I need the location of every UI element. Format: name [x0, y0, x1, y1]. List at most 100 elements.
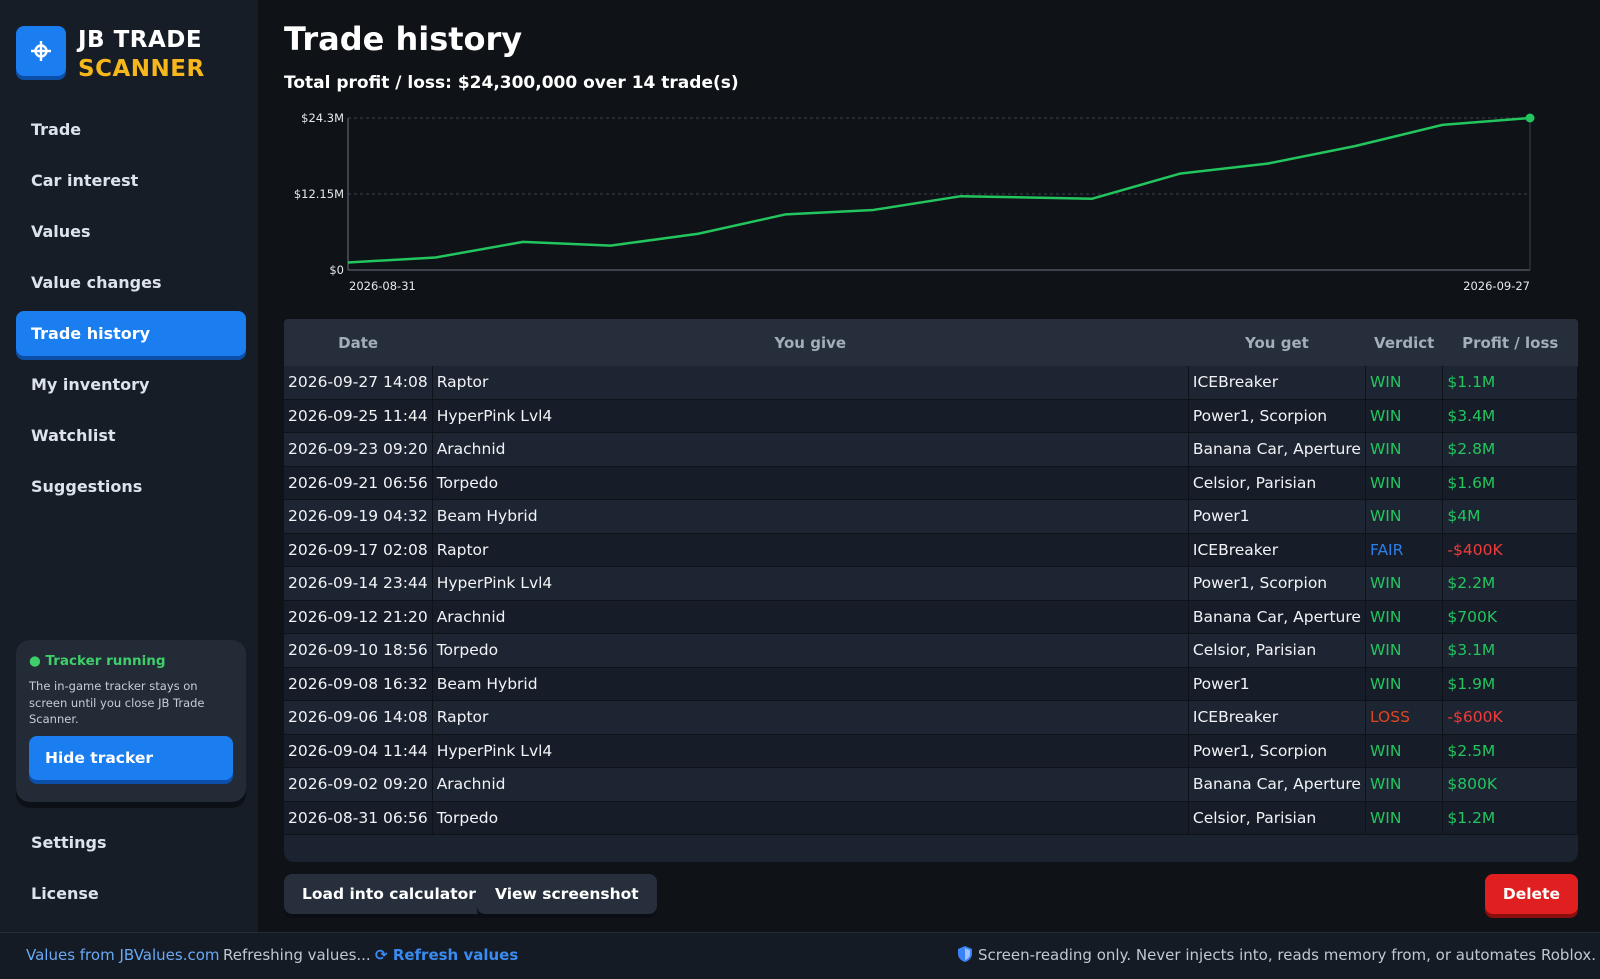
sidebar-item-value-changes[interactable]: Value changes — [16, 260, 246, 305]
column-header-you-give[interactable]: You give — [432, 319, 1188, 366]
y-tick-label: $24.3M — [301, 111, 344, 125]
sidebar-item-car-interest[interactable]: Car interest — [16, 158, 246, 203]
disclaimer: Screen-reading only. Never injects into,… — [958, 946, 1596, 964]
refresh-icon: ⟳ — [375, 946, 388, 964]
data-point — [1526, 114, 1535, 123]
cell-verdict: WIN — [1365, 567, 1442, 601]
cell-verdict: WIN — [1365, 433, 1442, 467]
sidebar-bottom-nav: Settings License — [16, 820, 246, 922]
cell-you-get: Celsior, Parisian — [1188, 801, 1365, 835]
cell-date: 2026-09-04 11:44 — [284, 734, 432, 768]
sidebar-item-my-inventory[interactable]: My inventory — [16, 362, 246, 407]
app-title-line2: SCANNER — [78, 55, 205, 84]
cell-you-get: Celsior, Parisian — [1188, 634, 1365, 668]
status-bar: Values from JBValues.com Refreshing valu… — [0, 932, 1600, 979]
cell-you-give: HyperPink Lvl4 — [432, 399, 1188, 433]
cell-you-get: Banana Car, Aperture — [1188, 600, 1365, 634]
cell-date: 2026-08-31 06:56 — [284, 801, 432, 835]
y-tick-label: $12.15M — [294, 187, 344, 201]
trade-table: Date You give You get Verdict Profit / l… — [284, 319, 1578, 835]
y-tick-label: $0 — [329, 263, 344, 277]
action-bar: Load into calculator View screenshot Del… — [284, 874, 1578, 920]
sidebar-item-values[interactable]: Values — [16, 209, 246, 254]
cell-you-get: Celsior, Parisian — [1188, 466, 1365, 500]
tracker-panel: ● Tracker running The in-game tracker st… — [16, 640, 246, 802]
cell-verdict: WIN — [1365, 466, 1442, 500]
cell-date: 2026-09-23 09:20 — [284, 433, 432, 467]
sidebar-item-watchlist[interactable]: Watchlist — [16, 413, 246, 458]
cell-you-give: Torpedo — [432, 466, 1188, 500]
cell-you-give: Arachnid — [432, 768, 1188, 802]
load-into-calculator-button[interactable]: Load into calculator — [284, 874, 494, 914]
cell-profit-loss: $1.2M — [1443, 801, 1578, 835]
cell-verdict: WIN — [1365, 366, 1442, 399]
sidebar-item-trade-history[interactable]: Trade history — [16, 311, 246, 356]
cell-date: 2026-09-17 02:08 — [284, 533, 432, 567]
cell-you-give: Raptor — [432, 366, 1188, 399]
cell-you-get: ICEBreaker — [1188, 701, 1365, 735]
sidebar-item-trade[interactable]: Trade — [16, 107, 246, 152]
sidebar-item-license[interactable]: License — [16, 871, 246, 916]
cell-profit-loss: -$400K — [1443, 533, 1578, 567]
cell-verdict: WIN — [1365, 600, 1442, 634]
cell-you-give: Torpedo — [432, 634, 1188, 668]
cell-verdict: WIN — [1365, 734, 1442, 768]
sidebar: JB TRADE SCANNER Trade Car interest Valu… — [0, 0, 258, 932]
tracker-status: ● Tracker running — [29, 653, 166, 669]
cell-profit-loss: $1.9M — [1443, 667, 1578, 701]
cell-you-give: Arachnid — [432, 433, 1188, 467]
cell-profit-loss: $1.6M — [1443, 466, 1578, 500]
view-screenshot-button[interactable]: View screenshot — [477, 874, 657, 914]
column-header-date[interactable]: Date — [284, 319, 432, 366]
values-source-link[interactable]: Values from JBValues.com — [26, 946, 220, 964]
cell-you-get: ICEBreaker — [1188, 366, 1365, 399]
sidebar-item-suggestions[interactable]: Suggestions — [16, 464, 246, 509]
cell-profit-loss: $800K — [1443, 768, 1578, 802]
cell-verdict: WIN — [1365, 768, 1442, 802]
cell-you-give: Raptor — [432, 533, 1188, 567]
cell-you-give: Raptor — [432, 701, 1188, 735]
cell-you-give: Arachnid — [432, 600, 1188, 634]
tracker-description: The in-game tracker stays on screen unti… — [29, 678, 229, 728]
refresh-values-link[interactable]: ⟳ Refresh values — [375, 946, 518, 964]
cell-profit-loss: $1.1M — [1443, 366, 1578, 399]
cell-verdict: WIN — [1365, 500, 1442, 534]
cell-you-get: Power1, Scorpion — [1188, 399, 1365, 433]
delete-button[interactable]: Delete — [1485, 874, 1578, 914]
cell-profit-loss: $2.8M — [1443, 433, 1578, 467]
crosshair-icon — [16, 26, 66, 76]
column-header-verdict[interactable]: Verdict — [1365, 319, 1442, 366]
cell-profit-loss: $3.1M — [1443, 634, 1578, 668]
table-header-row: Date You give You get Verdict Profit / l… — [284, 319, 1578, 366]
cell-you-get: Banana Car, Aperture — [1188, 433, 1365, 467]
cell-date: 2026-09-06 14:08 — [284, 701, 432, 735]
profit-summary: Total profit / loss: $24,300,000 over 14… — [284, 73, 739, 93]
hide-tracker-button[interactable]: Hide tracker — [29, 736, 233, 780]
column-header-you-get[interactable]: You get — [1188, 319, 1365, 366]
sidebar-item-settings[interactable]: Settings — [16, 820, 246, 865]
cell-date: 2026-09-19 04:32 — [284, 500, 432, 534]
cell-date: 2026-09-02 09:20 — [284, 768, 432, 802]
cell-profit-loss: -$600K — [1443, 701, 1578, 735]
x-tick-label: 2026-09-27 — [1463, 279, 1530, 293]
sidebar-nav: Trade Car interest Values Value changes … — [16, 107, 246, 515]
page-title: Trade history — [284, 20, 522, 58]
x-tick-label: 2026-08-31 — [349, 279, 416, 293]
column-header-profit-loss[interactable]: Profit / loss — [1443, 319, 1578, 366]
cell-date: 2026-09-12 21:20 — [284, 600, 432, 634]
